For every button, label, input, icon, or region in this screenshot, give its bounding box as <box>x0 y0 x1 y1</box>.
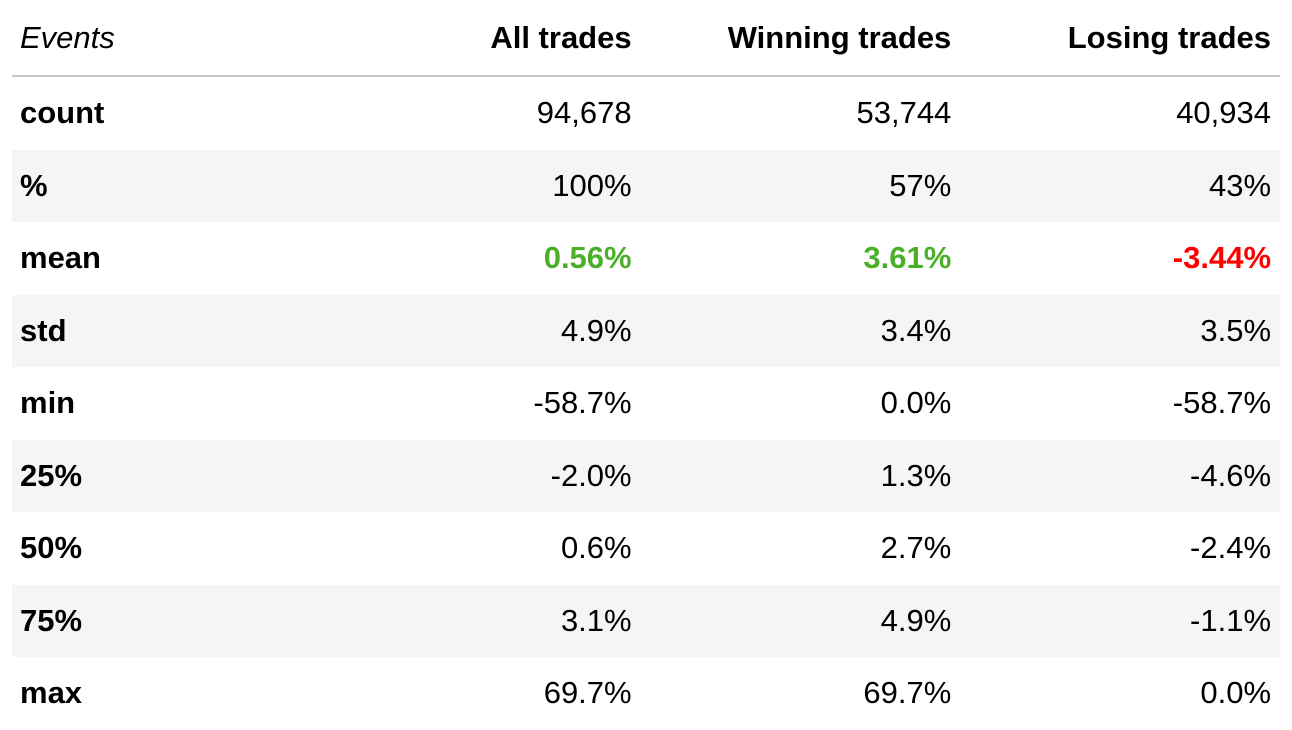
winning-trades-value: 69.7% <box>863 675 952 711</box>
all-trades-value: 0.6% <box>560 530 632 566</box>
losing-trades-value: -3.44% <box>1172 240 1272 276</box>
winning-trades-value: 53,744 <box>856 95 952 131</box>
row-label: % <box>20 167 48 203</box>
table-row: 75% 3.1% 4.9% -1.1% <box>12 584 1280 657</box>
all-trades-value: 4.9% <box>560 312 632 348</box>
header-events: Events <box>20 19 115 55</box>
table-row: count 94,678 53,744 40,934 <box>12 77 1280 150</box>
all-trades-value: -58.7% <box>533 385 632 421</box>
all-trades-value: 94,678 <box>536 95 632 131</box>
row-label: 50% <box>20 530 83 566</box>
table-row: mean 0.56% 3.61% -3.44% <box>12 222 1280 295</box>
all-trades-value: -2.0% <box>550 457 632 493</box>
row-label: mean <box>20 240 101 276</box>
row-label: 25% <box>20 457 83 493</box>
row-label: std <box>20 312 67 348</box>
table-row: 50% 0.6% 2.7% -2.4% <box>12 512 1280 585</box>
losing-trades-value: 43% <box>1208 167 1272 203</box>
table-row: max 69.7% 69.7% 0.0% <box>12 657 1280 730</box>
header-winning-trades: Winning trades <box>727 19 952 55</box>
all-trades-value: 3.1% <box>560 602 632 638</box>
winning-trades-value: 1.3% <box>880 457 952 493</box>
all-trades-value: 69.7% <box>543 675 632 711</box>
table-row: std 4.9% 3.4% 3.5% <box>12 294 1280 367</box>
table-row: % 100% 57% 43% <box>12 149 1280 222</box>
winning-trades-value: 0.0% <box>880 385 952 421</box>
losing-trades-value: -4.6% <box>1190 457 1272 493</box>
row-label: max <box>20 675 83 711</box>
losing-trades-value: 3.5% <box>1200 312 1272 348</box>
table-header: Events All trades Winning trades Losing … <box>12 0 1280 77</box>
row-label: 75% <box>20 602 83 638</box>
winning-trades-value: 57% <box>889 167 952 203</box>
losing-trades-value: -1.1% <box>1190 602 1272 638</box>
losing-trades-value: 40,934 <box>1176 95 1272 131</box>
winning-trades-value: 3.4% <box>880 312 952 348</box>
row-label: count <box>20 95 105 131</box>
losing-trades-value: -58.7% <box>1172 385 1272 421</box>
losing-trades-value: -2.4% <box>1190 530 1272 566</box>
all-trades-value: 0.56% <box>543 240 632 276</box>
row-label: min <box>20 385 76 421</box>
losing-trades-value: 0.0% <box>1200 675 1272 711</box>
trade-stats-table: Events All trades Winning trades Losing … <box>12 0 1280 730</box>
winning-trades-value: 3.61% <box>863 240 952 276</box>
winning-trades-value: 4.9% <box>880 602 952 638</box>
header-losing-trades: Losing trades <box>1067 19 1272 55</box>
header-all-trades: All trades <box>490 19 632 55</box>
winning-trades-value: 2.7% <box>880 530 952 566</box>
table-row: 25% -2.0% 1.3% -4.6% <box>12 439 1280 512</box>
all-trades-value: 100% <box>552 167 632 203</box>
table-row: min -58.7% 0.0% -58.7% <box>12 367 1280 440</box>
